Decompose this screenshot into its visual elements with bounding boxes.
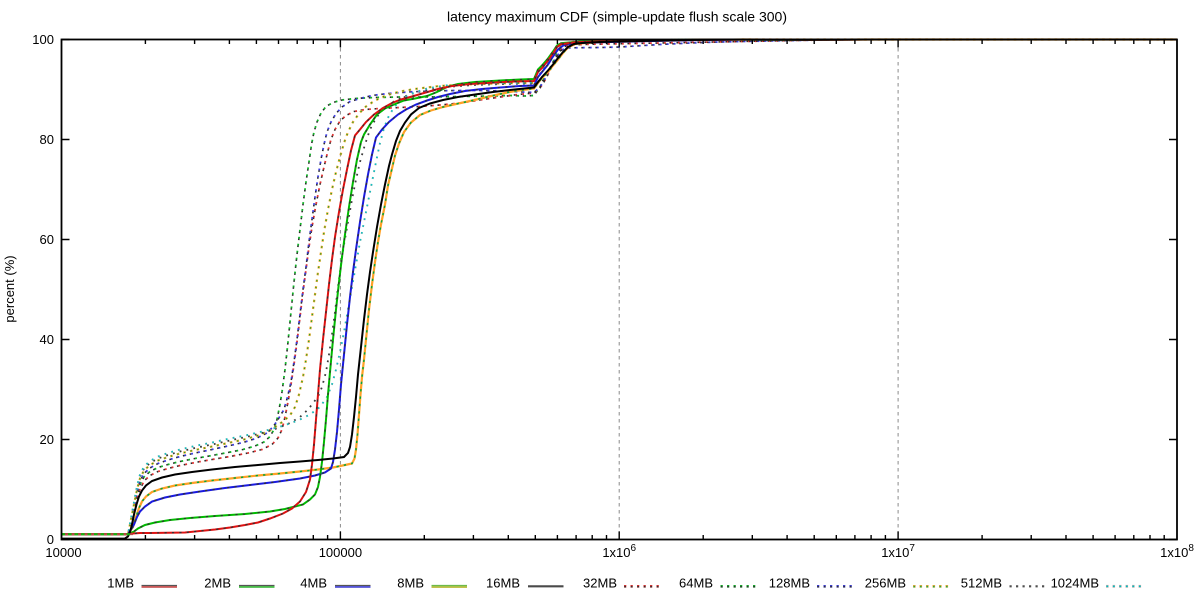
svg-text:2MB: 2MB — [204, 576, 231, 591]
svg-text:80: 80 — [40, 132, 54, 147]
svg-text:100: 100 — [32, 32, 54, 47]
svg-text:0: 0 — [47, 532, 54, 547]
svg-text:128MB: 128MB — [769, 576, 810, 591]
svg-text:100000: 100000 — [319, 545, 362, 560]
svg-text:1x107: 1x107 — [881, 543, 915, 560]
svg-text:10000: 10000 — [45, 545, 81, 560]
svg-text:40: 40 — [40, 332, 54, 347]
svg-text:4MB: 4MB — [300, 576, 327, 591]
svg-text:512MB: 512MB — [961, 576, 1002, 591]
svg-text:latency maximum CDF (simple-up: latency maximum CDF (simple-update flush… — [447, 9, 787, 25]
svg-text:60: 60 — [40, 232, 54, 247]
svg-text:1024MB: 1024MB — [1051, 576, 1099, 591]
svg-text:256MB: 256MB — [865, 576, 906, 591]
svg-text:16MB: 16MB — [486, 576, 520, 591]
svg-text:1MB: 1MB — [107, 576, 134, 591]
svg-text:1x106: 1x106 — [602, 543, 636, 560]
svg-text:8MB: 8MB — [397, 576, 424, 591]
svg-text:32MB: 32MB — [583, 576, 617, 591]
svg-text:64MB: 64MB — [679, 576, 713, 591]
svg-text:1x108: 1x108 — [1160, 543, 1194, 560]
svg-text:20: 20 — [40, 432, 54, 447]
svg-text:percent (%): percent (%) — [2, 255, 17, 322]
